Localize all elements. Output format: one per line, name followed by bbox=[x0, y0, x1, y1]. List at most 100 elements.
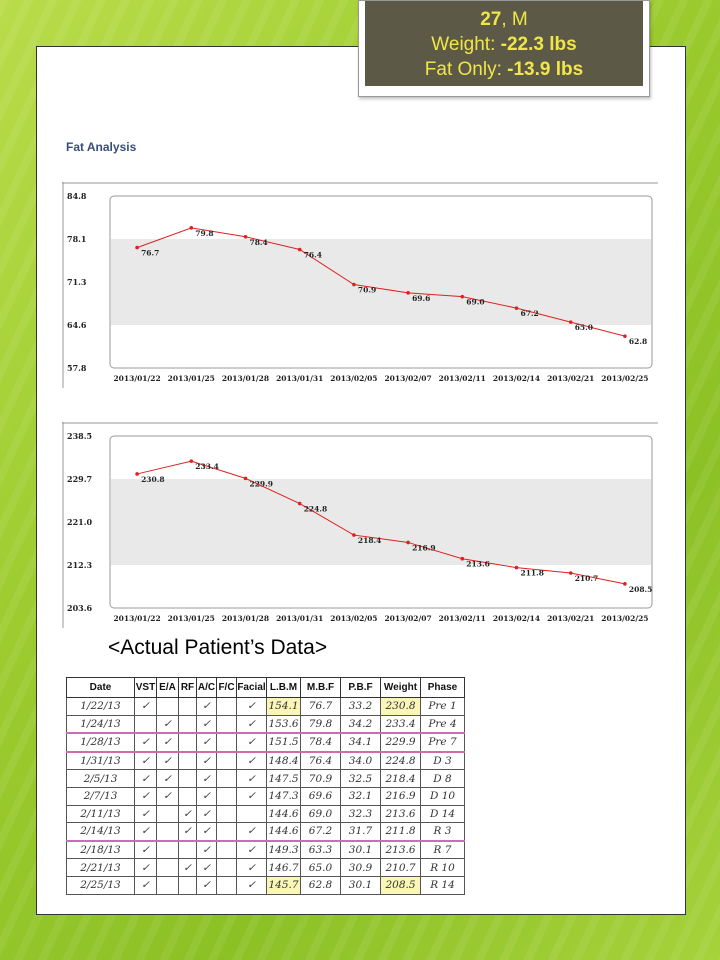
patient-data-sheet: Date VST E/A RF A/C F/C Facial L.B.M M.B.F P.B.F W… bbox=[66, 677, 465, 895]
table-cell: ✓ bbox=[196, 786, 217, 806]
table-cell: R 14 bbox=[420, 875, 465, 895]
column-header: RF bbox=[178, 677, 197, 698]
table-row: 2/21/13 ✓ ✓ ✓ ✓ 146.7 65.0 30.9 210.7 R 10 bbox=[66, 858, 465, 877]
table-cell: 147.5 bbox=[266, 769, 301, 788]
x-tick-label: 2013/01/25 bbox=[168, 374, 215, 383]
table-row: 2/25/13 ✓ ✓ ✓ 145.7 62.8 30.1 208.5 R 14 bbox=[66, 875, 465, 895]
x-tick-label: 2013/02/05 bbox=[330, 614, 377, 623]
table-cell bbox=[216, 840, 237, 860]
table-cell: ✓ bbox=[134, 751, 157, 771]
table-cell: ✓ bbox=[236, 697, 267, 716]
weight-label: Weight: bbox=[431, 34, 501, 55]
table-cell: 31.7 bbox=[340, 822, 381, 842]
y-tick-label: 238.5 bbox=[67, 431, 92, 441]
x-tick-label: 2013/01/28 bbox=[222, 374, 269, 383]
y-tick-label: 71.3 bbox=[67, 277, 87, 287]
data-label: 67.2 bbox=[521, 309, 539, 318]
table-cell: 30.1 bbox=[340, 840, 381, 860]
table-cell bbox=[216, 697, 237, 716]
table-cell: 1/24/13 bbox=[66, 714, 135, 735]
table-cell bbox=[178, 769, 197, 788]
table-cell: 144.6 bbox=[266, 804, 301, 824]
watermark-text: JAWON bbox=[585, 590, 638, 603]
table-cell: ✓ bbox=[236, 751, 267, 771]
table-cell: Pre 7 bbox=[420, 732, 465, 753]
weight-change-line: Weight: -22.3 lbs bbox=[365, 32, 643, 57]
table-cell: ✓ bbox=[236, 714, 267, 735]
table-cell: 65.0 bbox=[300, 858, 341, 877]
x-tick-label: 2013/02/25 bbox=[601, 374, 648, 383]
data-label: 216.9 bbox=[412, 543, 436, 552]
weight-change-value: -22.3 lbs bbox=[500, 34, 577, 55]
table-cell: ✓ bbox=[156, 769, 179, 788]
data-point bbox=[189, 459, 194, 463]
data-label: 69.6 bbox=[412, 294, 430, 303]
data-label: 229.9 bbox=[250, 479, 274, 488]
data-label: 211.8 bbox=[521, 569, 545, 578]
table-row: 2/5/13 ✓ ✓ ✓ ✓ 147.5 70.9 32.5 218.4 D 8 bbox=[66, 769, 465, 788]
table-cell bbox=[156, 840, 179, 860]
column-header: E/A bbox=[156, 677, 179, 698]
x-tick-label: 2013/02/14 bbox=[493, 614, 540, 623]
table-cell: 2/25/13 bbox=[66, 875, 135, 895]
data-point bbox=[623, 334, 627, 338]
table-cell bbox=[216, 875, 237, 895]
table-cell bbox=[178, 786, 197, 806]
x-tick-label: 2013/02/07 bbox=[384, 614, 431, 623]
data-point bbox=[352, 282, 356, 287]
table-header-row: Date VST E/A RF A/C F/C Facial L.B.M M.B.F P.B.F W… bbox=[66, 677, 465, 698]
series-line bbox=[136, 227, 626, 337]
body-weight-chart: 238.5 229.7 221.0 212.3 203.6 2013/01/22 2013/… bbox=[62, 422, 658, 628]
data-point bbox=[568, 571, 573, 575]
data-point bbox=[297, 501, 302, 506]
table-cell: 34.0 bbox=[340, 751, 381, 771]
table-cell: ✓ bbox=[156, 751, 179, 771]
table-row: 2/11/13 ✓ ✓ ✓ 144.6 69.0 32.3 213.6 D 14 bbox=[66, 804, 465, 824]
table-cell: 147.3 bbox=[266, 786, 301, 806]
x-tick-label: 2013/02/21 bbox=[547, 614, 594, 623]
data-point bbox=[623, 582, 627, 586]
table-cell: ✓ bbox=[236, 875, 267, 895]
table-cell: ✓ bbox=[178, 858, 197, 877]
table-cell: R 7 bbox=[420, 840, 465, 860]
x-tick-label: 2013/01/22 bbox=[113, 614, 160, 623]
y-tick-label: 229.7 bbox=[67, 474, 92, 484]
table-cell bbox=[178, 732, 197, 753]
table-cell bbox=[134, 714, 157, 735]
column-header: Facial bbox=[236, 677, 267, 698]
y-tick-label: 203.6 bbox=[67, 603, 92, 613]
table-cell: ✓ bbox=[236, 786, 267, 806]
column-header: VST bbox=[134, 677, 157, 698]
data-label: 69.0 bbox=[466, 298, 484, 307]
table-cell: 34.2 bbox=[340, 714, 381, 735]
data-label: 65.0 bbox=[575, 323, 593, 332]
table-cell: ✓ bbox=[236, 858, 267, 877]
table-row: 1/28/13 ✓ ✓ ✓ ✓ 151.5 78.4 34.1 229.9 Pre 7 bbox=[66, 732, 465, 753]
x-tick-label: 2013/02/05 bbox=[330, 374, 377, 383]
fat-change-line: Fat Only: -13.9 lbs bbox=[365, 57, 643, 82]
table-cell: D 3 bbox=[420, 751, 465, 771]
table-cell: 210.7 bbox=[380, 858, 421, 877]
watermark-text: JAWON bbox=[585, 350, 638, 363]
table-row: 1/24/13 ✓ ✓ ✓ 153.6 79.8 34.2 233.4 Pre 4 bbox=[66, 714, 465, 735]
table-row: 2/18/13 ✓ ✓ ✓ 149.3 63.3 30.1 213.6 R 7 bbox=[66, 840, 465, 860]
x-tick-label: 2013/02/11 bbox=[439, 374, 486, 383]
table-cell: 148.4 bbox=[266, 751, 301, 771]
table-cell: 233.4 bbox=[380, 714, 421, 735]
data-point bbox=[514, 306, 519, 310]
table-cell: Pre 1 bbox=[420, 697, 465, 716]
table-cell bbox=[156, 697, 179, 716]
table-cell: 230.8 bbox=[380, 697, 421, 716]
table-cell: 151.5 bbox=[266, 732, 301, 753]
data-point bbox=[460, 556, 465, 561]
data-point bbox=[243, 234, 248, 239]
table-cell: 145.7 bbox=[266, 875, 301, 895]
table-cell: 1/31/13 bbox=[66, 751, 135, 771]
table-cell: ✓ bbox=[134, 858, 157, 877]
table-cell: 32.3 bbox=[340, 804, 381, 824]
data-label: 78.4 bbox=[250, 238, 268, 247]
x-tick-label: 2013/01/31 bbox=[276, 374, 323, 383]
table-cell: ✓ bbox=[134, 875, 157, 895]
table-cell: ✓ bbox=[236, 840, 267, 860]
table-cell: ✓ bbox=[134, 769, 157, 788]
